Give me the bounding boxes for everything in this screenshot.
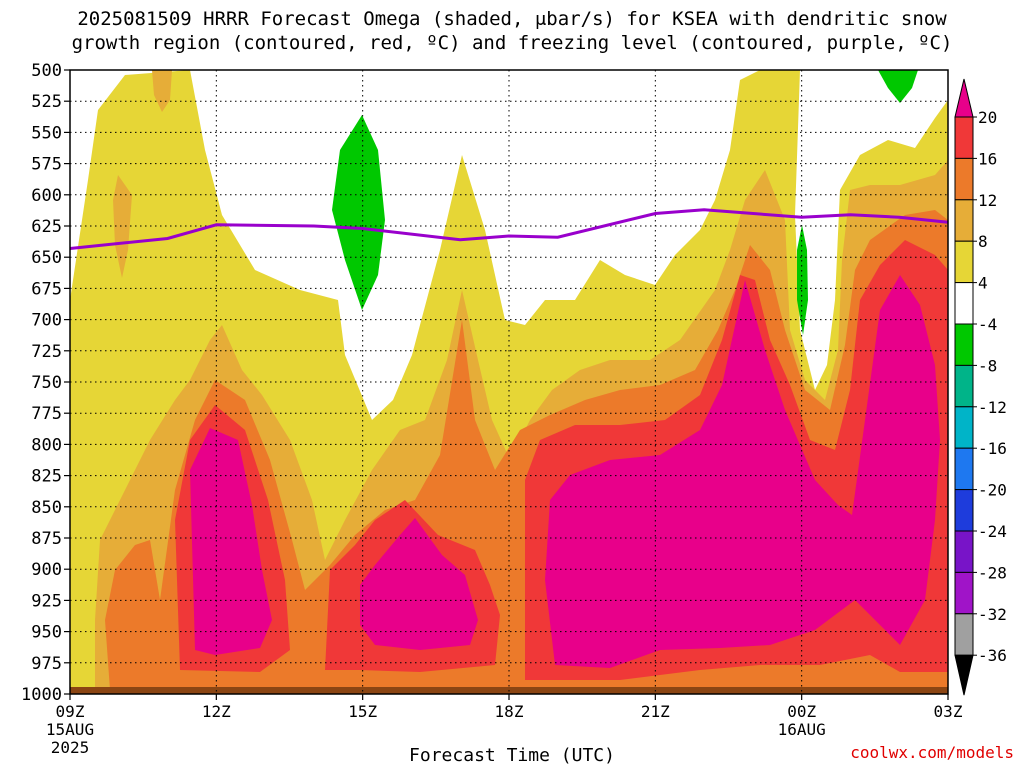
y-tick-label: 700: [31, 311, 62, 331]
colorbar-label: -8: [978, 356, 997, 375]
colorbar-segment: [954, 447, 974, 491]
x-tick-sublabel: 2025: [51, 738, 90, 757]
y-tick-label: 900: [31, 560, 62, 580]
colorbar-segment: [954, 406, 974, 449]
y-tick-label: 1000: [21, 685, 62, 705]
y-tick-label: 500: [31, 61, 62, 81]
x-tick-label: 09Z: [56, 702, 85, 721]
colorbar-label: -4: [978, 315, 997, 334]
y-tick-label: 600: [31, 186, 62, 206]
colorbar: 20 16 12 8 4 -4 -8 -12 -16 -20 -24 -28 -32 -36: [954, 78, 1007, 696]
colorbar-segment: [954, 240, 974, 284]
y-tick-label: 850: [31, 498, 62, 518]
colorbar-segment: [954, 116, 974, 159]
colorbar-segment: [954, 157, 974, 201]
x-tick-label: 03Z: [934, 702, 963, 721]
y-axis: 500 525 550 575 600 625 650 675 700 725 750 775 800 8…: [21, 61, 70, 705]
colorbar-label: -12: [978, 398, 1007, 417]
y-tick-label: 525: [31, 92, 62, 112]
colorbar-label: -32: [978, 605, 1007, 624]
colorbar-arrow-bottom: [954, 654, 974, 696]
freezing-level-line: [69, 208, 949, 250]
x-tick-sublabel: 16AUG: [778, 720, 826, 739]
omega-band-negative-2: [797, 225, 808, 335]
y-tick-label: 950: [31, 623, 62, 643]
colorbar-segment: [954, 199, 974, 242]
x-tick-label: 00Z: [787, 702, 816, 721]
colorbar-arrow-top: [954, 78, 974, 118]
y-tick-label: 925: [31, 591, 62, 611]
omega-band-accent-1: [113, 175, 132, 278]
colorbar-segment: [954, 613, 974, 656]
y-tick-label: 550: [31, 123, 62, 143]
y-tick-label: 825: [31, 467, 62, 487]
colorbar-label: 16: [978, 149, 997, 168]
y-tick-label: 800: [31, 435, 62, 455]
colorbar-segment: [954, 323, 974, 366]
y-tick-label: 875: [31, 529, 62, 549]
colorbar-label: 12: [978, 191, 997, 210]
x-tick-label: 12Z: [202, 702, 231, 721]
colorbar-label: -28: [978, 563, 1007, 582]
x-tick-label: 21Z: [641, 702, 670, 721]
chart-subtitle: growth region (contoured, red, ºC) and f…: [71, 32, 953, 54]
omega-band-accent-2: [152, 70, 172, 112]
x-tick-label: 18Z: [495, 702, 524, 721]
x-tick-sublabel: 15AUG: [46, 720, 94, 739]
y-tick-label: 775: [31, 404, 62, 424]
site-credit: coolwx.com/models: [850, 743, 1014, 762]
colorbar-segment: [954, 571, 974, 615]
colorbar-label: -20: [978, 481, 1007, 500]
x-tick-label: 15Z: [348, 702, 377, 721]
omega-band-20-plus: [190, 275, 940, 668]
colorbar-segment: [954, 282, 974, 325]
colorbar-label: -16: [978, 439, 1007, 458]
y-tick-label: 625: [31, 217, 62, 237]
y-tick-label: 575: [31, 155, 62, 175]
colorbar-label: -24: [978, 522, 1007, 541]
colorbar-segment: [954, 489, 974, 532]
colorbar-label: 8: [978, 232, 988, 251]
y-tick-label: 650: [31, 248, 62, 268]
colorbar-label: 20: [978, 108, 997, 127]
colorbar-label: -36: [978, 646, 1007, 665]
y-tick-label: 725: [31, 342, 62, 362]
colorbar-segment: [954, 364, 974, 408]
colorbar-label: 4: [978, 274, 988, 293]
grid-lines: [70, 70, 948, 694]
omega-field: [70, 70, 948, 694]
omega-band-negative-3: [878, 70, 918, 103]
colorbar-segment: [954, 530, 974, 573]
chart-title: 2025081509 HRRR Forecast Omega (shaded, …: [77, 8, 947, 30]
x-axis-title: Forecast Time (UTC): [409, 745, 615, 766]
y-tick-label: 975: [31, 654, 62, 674]
y-tick-label: 675: [31, 279, 62, 299]
y-tick-label: 750: [31, 373, 62, 393]
